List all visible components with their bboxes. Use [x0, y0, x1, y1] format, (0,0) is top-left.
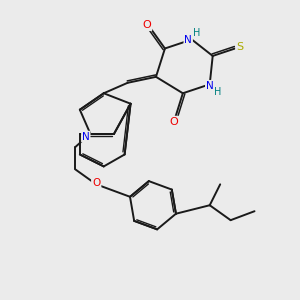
- Text: O: O: [169, 117, 178, 127]
- Text: N: N: [184, 34, 192, 44]
- Text: N: N: [206, 81, 214, 91]
- Text: O: O: [92, 178, 100, 188]
- Text: O: O: [92, 178, 100, 188]
- Text: H: H: [214, 87, 222, 97]
- Text: N: N: [82, 132, 90, 142]
- Text: O: O: [142, 20, 152, 30]
- Text: S: S: [236, 42, 243, 52]
- Text: H: H: [194, 28, 201, 38]
